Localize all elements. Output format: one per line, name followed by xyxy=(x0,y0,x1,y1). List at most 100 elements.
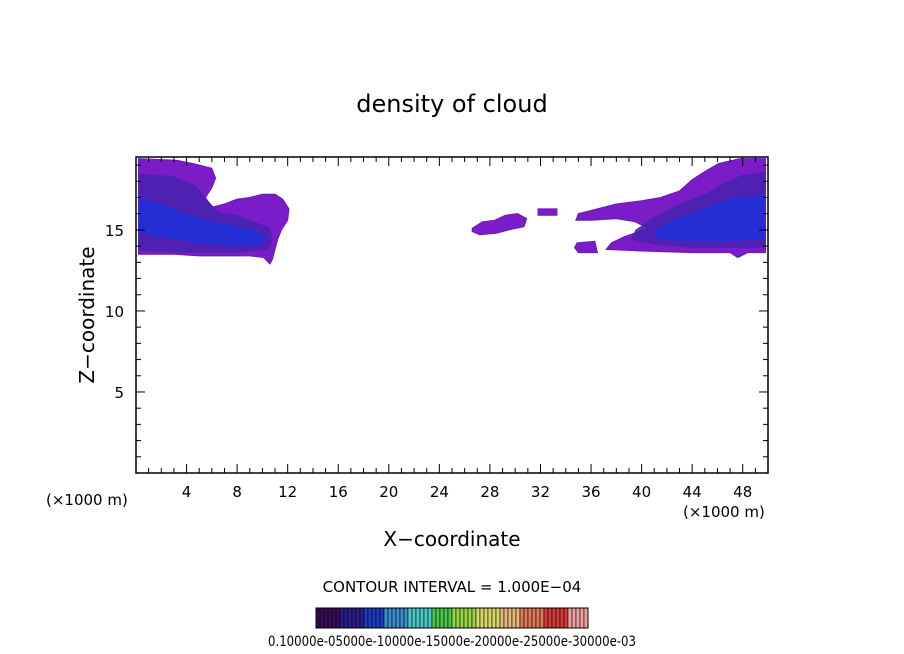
cloud-region-right-cloud xyxy=(575,158,766,259)
blob-28-outer xyxy=(471,213,528,236)
colorbar-cell xyxy=(427,607,433,629)
x-tick-label: 20 xyxy=(379,483,398,501)
colorbar-cell xyxy=(439,607,445,629)
colorbar xyxy=(315,607,589,629)
colorbar-cell xyxy=(443,607,449,629)
colorbar-cell xyxy=(363,607,369,629)
colorbar-cell xyxy=(379,607,385,629)
left-cloud-band-2 xyxy=(138,197,267,247)
x-tick-label: 44 xyxy=(683,483,702,501)
colorbar-cell xyxy=(367,607,373,629)
colorbar-cell xyxy=(527,607,533,629)
colorbar-cell xyxy=(431,607,437,629)
blob-32-outer xyxy=(537,208,558,216)
colorbar-cell xyxy=(547,607,553,629)
colorbar-cell xyxy=(459,607,465,629)
colorbar-cell xyxy=(543,607,549,629)
colorbar-cell xyxy=(479,607,485,629)
colorbar-cell xyxy=(579,607,585,629)
x-tick-label: 4 xyxy=(182,483,192,501)
colorbar-cell xyxy=(515,607,521,629)
colorbar-cell xyxy=(451,607,457,629)
x-unit-left: (×1000 m) xyxy=(46,491,128,509)
x-tick-label: 12 xyxy=(278,483,297,501)
x-tick-label: 8 xyxy=(232,483,242,501)
colorbar-cell xyxy=(567,607,573,629)
cloud-region-blob-36 xyxy=(574,240,599,254)
x-axis-label: X−coordinate xyxy=(383,527,520,551)
colorbar-cell xyxy=(519,607,525,629)
colorbar-cell xyxy=(575,607,581,629)
colorbar-cell xyxy=(327,607,333,629)
x-unit-right: (×1000 m) xyxy=(683,503,765,521)
colorbar-cell xyxy=(315,607,321,629)
cloud-region-blob-32 xyxy=(537,208,558,216)
colorbar-cell xyxy=(355,607,361,629)
cloud-region-left-cloud xyxy=(138,158,290,265)
colorbar-cell xyxy=(471,607,477,629)
colorbar-cell xyxy=(383,607,389,629)
cloud-region-blob-28 xyxy=(471,213,528,236)
plot-area xyxy=(138,158,766,265)
colorbar-cell xyxy=(531,607,537,629)
right-cloud-band-2 xyxy=(654,194,766,242)
colorbar-cell xyxy=(391,607,397,629)
colorbar-cell xyxy=(583,607,589,629)
colorbar-cell xyxy=(507,607,513,629)
x-tick-label: 24 xyxy=(430,483,449,501)
colorbar-cell xyxy=(559,607,565,629)
colorbar-cell xyxy=(571,607,577,629)
x-tick-label: 40 xyxy=(632,483,651,501)
colorbar-cell xyxy=(455,607,461,629)
y-tick-label: 5 xyxy=(114,384,124,402)
colorbar-cell xyxy=(511,607,517,629)
colorbar-cell xyxy=(563,607,569,629)
colorbar-cell xyxy=(447,607,453,629)
colorbar-cell xyxy=(523,607,529,629)
colorbar-cell xyxy=(495,607,501,629)
y-tick-label: 10 xyxy=(105,303,124,321)
colorbar-cell xyxy=(539,607,545,629)
colorbar-cell xyxy=(411,607,417,629)
colorbar-cell xyxy=(467,607,473,629)
colorbar-cell xyxy=(359,607,365,629)
colorbar-cell xyxy=(319,607,325,629)
colorbar-cell xyxy=(535,607,541,629)
colorbar-cell xyxy=(435,607,441,629)
x-tick-label: 16 xyxy=(329,483,348,501)
y-tick-label: 15 xyxy=(105,222,124,240)
colorbar-cell xyxy=(343,607,349,629)
x-tick-label: 28 xyxy=(480,483,499,501)
x-tick-label: 36 xyxy=(581,483,600,501)
colorbar-cell xyxy=(351,607,357,629)
colorbar-cell xyxy=(475,607,481,629)
y-axis-label: Z−coordinate xyxy=(75,246,99,383)
colorbar-cell xyxy=(371,607,377,629)
colorbar-cell xyxy=(491,607,497,629)
blob-36-outer xyxy=(574,240,599,254)
colorbar-cell xyxy=(503,607,509,629)
chart-title: density of cloud xyxy=(356,90,547,118)
colorbar-cell xyxy=(463,607,469,629)
colorbar-cell xyxy=(407,607,413,629)
colorbar-cell xyxy=(555,607,561,629)
colorbar-cell xyxy=(415,607,421,629)
colorbar-cell xyxy=(551,607,557,629)
colorbar-cell xyxy=(387,607,393,629)
colorbar-cell xyxy=(331,607,337,629)
colorbar-cell xyxy=(347,607,353,629)
contour-interval-label: CONTOUR INTERVAL = 1.000E−04 xyxy=(323,578,582,596)
colorbar-cell xyxy=(395,607,401,629)
x-tick-label: 48 xyxy=(733,483,752,501)
colorbar-cell xyxy=(499,607,505,629)
colorbar-cell xyxy=(323,607,329,629)
colorbar-cell xyxy=(339,607,345,629)
colorbar-cell xyxy=(487,607,493,629)
colorbar-cell xyxy=(399,607,405,629)
colorbar-cell xyxy=(403,607,409,629)
colorbar-cell xyxy=(335,607,341,629)
colorbar-cell xyxy=(375,607,381,629)
colorbar-frame xyxy=(315,607,589,629)
